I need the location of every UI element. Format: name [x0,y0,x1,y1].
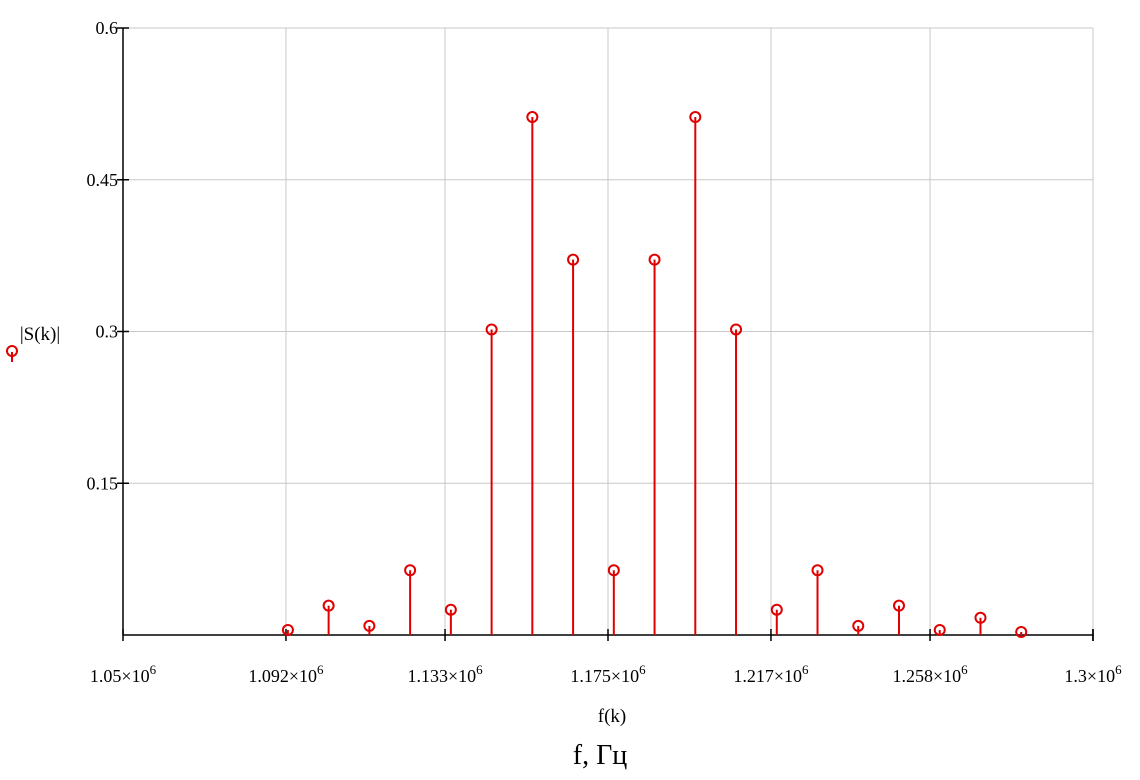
y-axis-title: |S(k)| [20,324,60,345]
stem-marker [893,599,905,612]
stem-marker [730,323,743,336]
y-tick-label: 0.45 [87,170,119,190]
stem-marker [852,619,865,632]
stem-marker [363,619,376,632]
stem-marker [1015,625,1028,638]
figure-caption: f, Гц [572,740,628,771]
legend-marker-sample [6,345,18,357]
grid [122,27,1094,635]
axes [117,27,1094,641]
stem-marker [444,603,457,616]
x-tick-label: 1.3×106 [1064,662,1122,686]
stem-marker [933,623,946,636]
y-tick-label: 0.6 [96,18,119,38]
x-tick-label: 1.258×106 [892,662,968,686]
stem-marker [567,253,580,266]
x-axis-title: f(k) [598,706,626,727]
stem-marker [281,623,294,636]
x-tick-label: 1.133×106 [407,662,483,686]
tick-labels: 1.05×106 1.092×106 1.133×106 1.175×106 1.217… [87,18,1123,686]
x-tick-label: 1.217×106 [733,662,809,686]
stem-marker [404,564,417,577]
stem-marker [974,611,987,624]
stem-marker [689,111,702,124]
stem-chart: 1.05×106 1.092×106 1.133×106 1.175×106 1.217… [6,18,1123,727]
stem-marker [770,603,783,616]
x-tick-label: 1.092×106 [248,662,324,686]
y-tick-label: 0.3 [96,322,119,342]
y-axis-legend: |S(k)| [6,324,60,362]
stem-marker [648,253,661,266]
y-tick-label: 0.15 [87,473,119,493]
data-stems [281,111,1028,638]
x-tick-label: 1.05×106 [90,662,157,686]
stem-marker [485,323,498,336]
stem-marker [322,599,335,612]
stem-marker [526,111,539,124]
stem-marker [811,564,824,577]
stem-marker [607,564,620,577]
x-tick-label: 1.175×106 [570,662,646,686]
